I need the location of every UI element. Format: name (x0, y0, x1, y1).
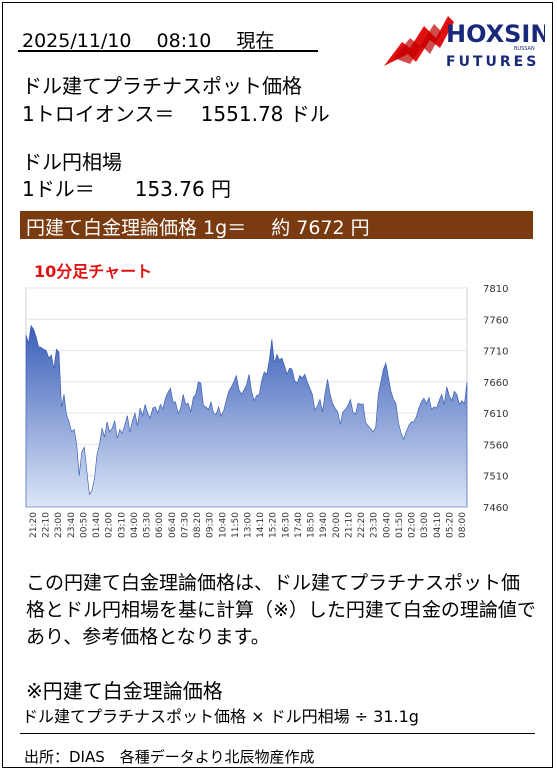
y-tick-label: 7710 (483, 347, 508, 358)
x-tick-label: 01:40 (92, 512, 102, 538)
price-area-series (25, 324, 468, 508)
x-tick-label: 06:40 (168, 512, 178, 538)
x-tick-label: 20:00 (332, 512, 342, 538)
y-tick-label: 7510 (483, 472, 508, 483)
theoretical-price-band (20, 211, 533, 239)
hoxsin-logo: HOXSIN BUSSAN FUTURES (384, 16, 545, 70)
spot-price-value: 1トロイオンス＝ 1551.78 ドル (22, 102, 330, 126)
x-tick-label: 03:10 (117, 512, 127, 538)
x-tick-label: 15:20 (269, 512, 279, 538)
logo-swoosh-icon (384, 16, 454, 66)
x-tick-label: 11:50 (231, 512, 241, 538)
spot-price-label: ドル建てプラチナスポット価格 (22, 74, 302, 98)
description: この円建て白金理論価格は、ドル建てプラチナスポット価格とドル円相場を基に計算（※… (26, 572, 536, 648)
x-tick-label: 17:40 (294, 512, 304, 538)
x-tick-label: 21:10 (344, 512, 354, 538)
y-tick-label: 7460 (483, 503, 508, 514)
x-tick-label: 06:00 (155, 512, 165, 538)
x-tick-label: 09:30 (206, 512, 216, 538)
x-tick-label: 18:50 (307, 512, 317, 538)
x-tick-label: 13:00 (244, 512, 254, 538)
x-tick-label: 04:00 (130, 512, 140, 538)
y-tick-label: 7810 (483, 284, 508, 295)
x-tick-label: 23:40 (67, 512, 77, 538)
y-tick-label: 7660 (483, 378, 508, 389)
theoretical-price-text: 円建て白金理論価格 1g＝ 約 7672 円 (26, 217, 370, 239)
x-tick-label: 00:50 (79, 512, 89, 538)
x-tick-label: 05:30 (143, 512, 153, 538)
y-tick-label: 7610 (483, 409, 508, 420)
source-note: 出所：DIAS 各種データより北辰物産作成 (24, 748, 315, 766)
x-tick-label: 16:30 (281, 512, 291, 538)
formula-title: ※円建て白金理論価格 (26, 679, 223, 703)
y-tick-label: 7560 (483, 440, 508, 451)
x-tick-label: 07:30 (180, 512, 190, 538)
x-tick-label: 23:00 (54, 512, 64, 538)
x-tick-label: 14:10 (256, 512, 266, 538)
logo-sub-text: FUTURES (446, 54, 539, 70)
formula-text: ドル建てプラチナスポット価格 × ドル円相場 ÷ 31.1g (22, 707, 419, 726)
source-divider (20, 733, 535, 734)
x-tick-label: 08:20 (193, 512, 203, 538)
x-tick-label: 08:00 (458, 512, 468, 538)
x-tick-label: 00:40 (382, 512, 392, 538)
logo-main-text: HOXSIN (446, 20, 545, 48)
x-tick-label: 03:00 (420, 512, 430, 538)
fx-rate-value: 1ドル＝ 153.76 円 (22, 177, 232, 201)
x-tick-label: 02:00 (105, 512, 115, 538)
fx-rate-label: ドル円相場 (22, 150, 122, 174)
x-tick-label: 22:20 (357, 512, 367, 538)
x-tick-label: 01:50 (395, 512, 405, 538)
logo-small-text: BUSSAN (514, 46, 535, 52)
x-tick-label: 19:40 (319, 512, 329, 538)
y-tick-label: 7760 (483, 315, 508, 326)
x-tick-label: 05:20 (445, 512, 455, 538)
datetime-underline (18, 50, 318, 52)
x-tick-label: 02:00 (408, 512, 418, 538)
x-tick-label: 22:10 (42, 512, 52, 538)
x-tick-label: 04:10 (433, 512, 443, 538)
x-tick-label: 21:20 (29, 512, 39, 538)
chart-title: 10分足チャート (34, 262, 153, 281)
datetime: 2025/11/10 08:10 現在 (22, 30, 275, 52)
x-tick-label: 10:40 (218, 512, 228, 538)
x-tick-label: 23:30 (370, 512, 380, 538)
